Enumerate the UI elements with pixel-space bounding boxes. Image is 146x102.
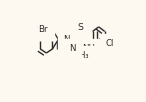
Text: NH: NH bbox=[82, 44, 95, 53]
Text: N: N bbox=[63, 35, 70, 44]
Text: Br: Br bbox=[39, 25, 48, 34]
Text: Cl: Cl bbox=[105, 39, 114, 48]
Text: N: N bbox=[69, 44, 76, 53]
Text: CH₃: CH₃ bbox=[74, 51, 88, 60]
Text: S: S bbox=[78, 23, 84, 32]
